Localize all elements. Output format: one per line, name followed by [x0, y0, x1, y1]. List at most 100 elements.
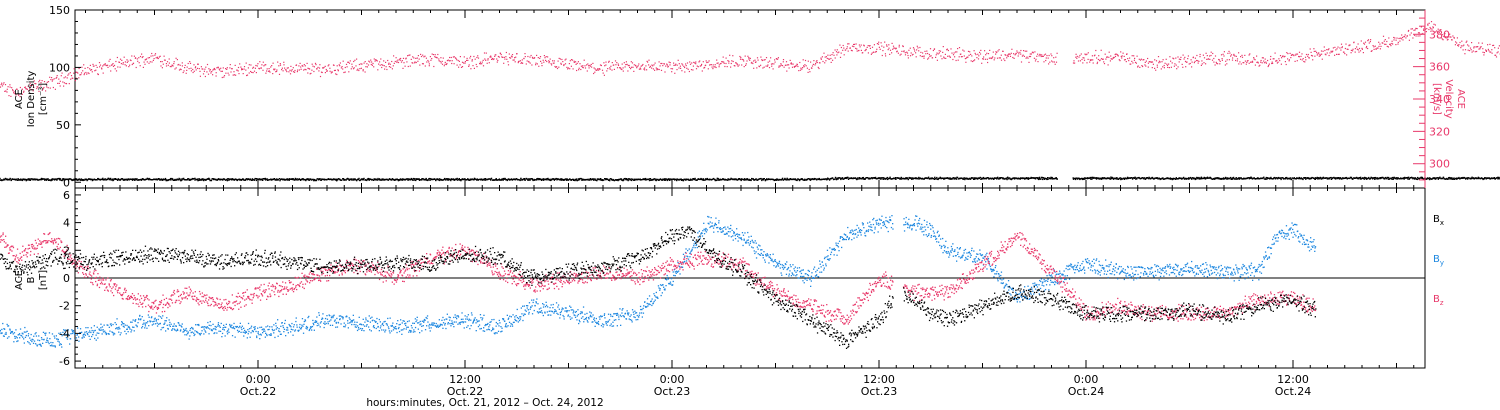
data-point — [1241, 56, 1244, 58]
data-point — [203, 70, 205, 72]
data-point — [241, 68, 244, 70]
data-point — [688, 70, 690, 73]
data-point — [881, 54, 883, 57]
data-point — [1050, 53, 1052, 55]
data-point — [58, 177, 61, 180]
data-point — [335, 178, 337, 180]
data-point — [580, 65, 582, 67]
data-point — [55, 178, 57, 181]
data-point — [1083, 59, 1086, 61]
data-point — [1474, 51, 1476, 53]
top-panel-frame — [74, 9, 1426, 189]
data-point — [164, 179, 166, 181]
data-point — [666, 179, 669, 182]
data-point — [22, 178, 25, 180]
data-point — [898, 44, 900, 46]
data-point — [1487, 48, 1489, 50]
data-point — [413, 57, 415, 59]
data-point — [84, 67, 86, 69]
data-point — [597, 68, 599, 70]
data-point — [1410, 28, 1412, 30]
data-point — [459, 56, 461, 58]
data-point — [1454, 44, 1456, 46]
data-point — [524, 179, 526, 181]
data-point — [195, 178, 197, 181]
data-point — [458, 178, 460, 180]
data-point — [321, 71, 323, 74]
data-point — [630, 178, 632, 180]
data-point — [248, 178, 250, 180]
data-point — [623, 179, 625, 181]
data-point — [1269, 58, 1272, 60]
data-point — [63, 178, 65, 180]
data-point — [1408, 29, 1410, 32]
data-point — [944, 53, 946, 55]
data-point — [765, 57, 768, 59]
data-point — [549, 179, 552, 182]
data-point — [295, 179, 298, 181]
data-point — [645, 179, 647, 181]
data-point — [615, 64, 617, 66]
data-point — [1047, 57, 1049, 59]
data-point — [928, 57, 930, 59]
data-point — [473, 67, 475, 69]
data-point — [228, 74, 230, 76]
data-point — [97, 73, 99, 75]
data-point — [1393, 39, 1395, 41]
data-point — [655, 179, 657, 182]
data-point — [719, 179, 721, 181]
data-point — [887, 49, 889, 51]
data-point — [284, 179, 287, 181]
data-point — [495, 54, 497, 56]
data-point — [873, 44, 875, 46]
data-point — [596, 69, 599, 71]
data-point — [194, 177, 196, 180]
data-point — [109, 177, 112, 180]
data-point — [675, 178, 677, 181]
data-point — [1462, 45, 1464, 47]
data-point — [127, 178, 130, 180]
data-point — [723, 179, 726, 181]
data-point — [722, 56, 724, 58]
data-point — [5, 90, 7, 92]
data-point — [676, 69, 678, 71]
data-point — [1168, 63, 1170, 65]
data-point — [1226, 59, 1228, 61]
data-point — [427, 179, 429, 181]
data-point — [1027, 57, 1029, 59]
data-point — [714, 179, 717, 181]
data-point — [189, 178, 191, 180]
data-point — [628, 64, 630, 67]
data-point — [902, 45, 904, 47]
data-point — [17, 179, 19, 181]
data-point — [187, 178, 189, 180]
data-point — [528, 61, 530, 63]
data-point — [1251, 61, 1253, 63]
data-point — [395, 57, 397, 59]
data-point — [440, 57, 442, 59]
data-point — [94, 70, 96, 72]
data-point — [90, 178, 92, 180]
data-point — [1006, 55, 1008, 57]
data-point — [434, 54, 436, 56]
data-point — [300, 68, 302, 70]
data-point — [175, 179, 178, 181]
data-point — [584, 65, 586, 67]
data-point — [663, 178, 665, 180]
data-point — [638, 63, 640, 65]
data-point — [1409, 34, 1411, 36]
data-point — [1035, 58, 1037, 60]
data-point — [387, 179, 390, 181]
data-point — [1221, 59, 1223, 61]
data-point — [690, 69, 693, 71]
data-point — [1028, 61, 1030, 63]
data-point — [906, 52, 909, 54]
data-point — [965, 61, 967, 63]
data-point — [497, 179, 499, 181]
data-point — [113, 178, 115, 180]
data-point — [91, 69, 93, 71]
data-point — [189, 62, 192, 64]
data-point — [683, 65, 685, 67]
data-point — [558, 66, 560, 68]
data-point — [1234, 55, 1236, 57]
